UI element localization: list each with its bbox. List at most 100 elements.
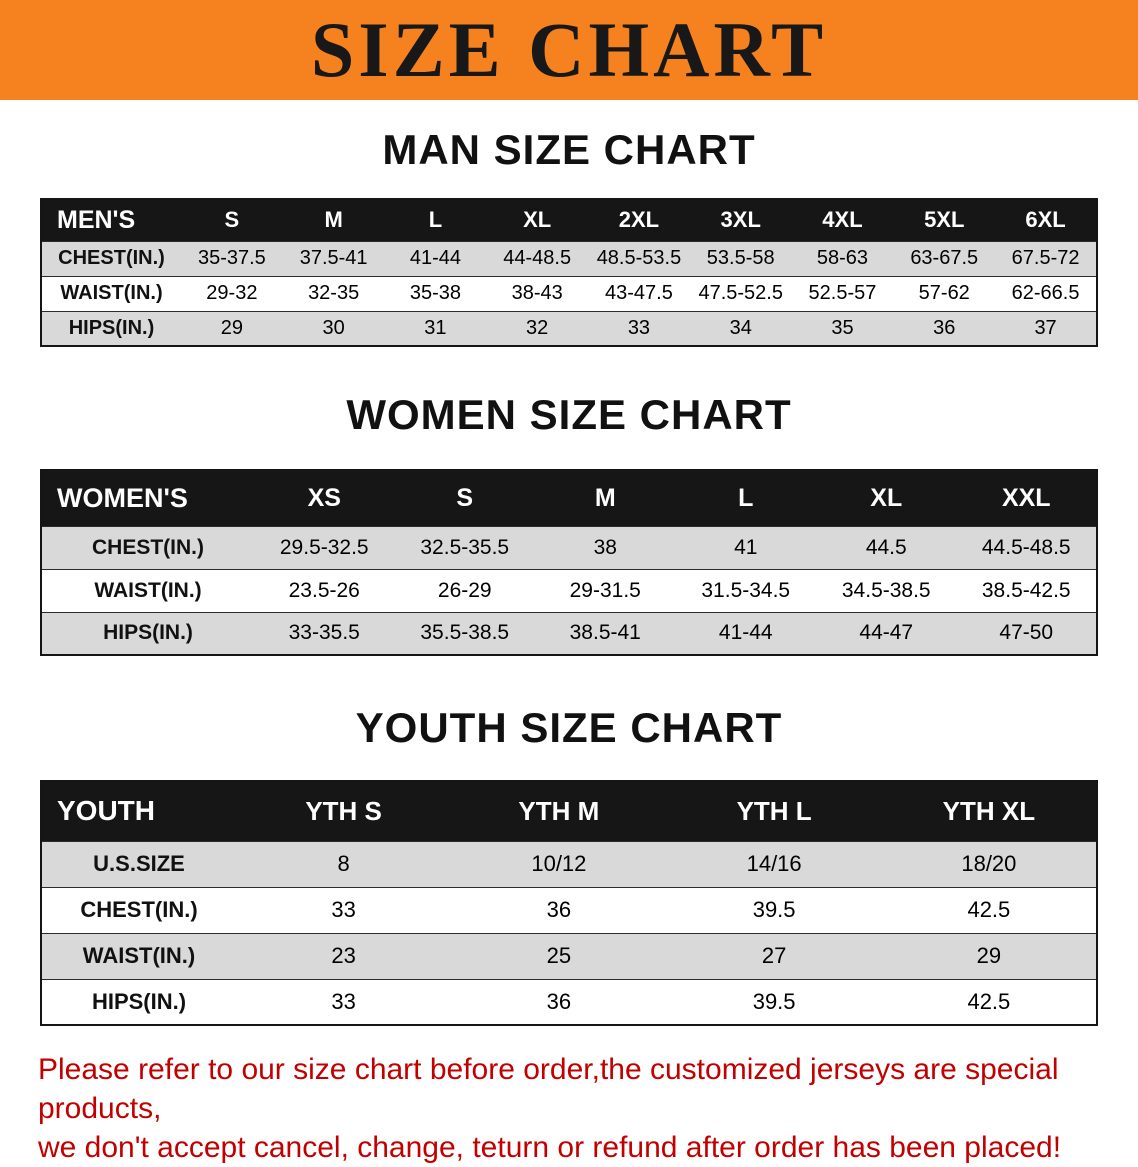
table-cell: 39.5: [666, 886, 882, 933]
women-size-table: WOMEN'S XS S M L XL XXL CHEST(IN.) 29.5-32.5 32.5…: [40, 469, 1098, 656]
youth-chart-heading: YOUTH SIZE CHART: [355, 704, 783, 751]
row-label: HIPS(IN.): [41, 310, 181, 346]
column-header: 5XL: [893, 199, 996, 241]
table-row: HIPS(IN.) 33 36 39.5 42.5: [41, 978, 1097, 1025]
column-header: 4XL: [791, 199, 894, 241]
table-cell: 32-35: [282, 275, 385, 311]
column-header: 2XL: [588, 199, 690, 241]
column-header: XL: [816, 470, 957, 526]
table-row: WAIST(IN.) 23 25 27 29: [41, 932, 1097, 979]
table-cell: 31.5-34.5: [675, 568, 816, 612]
table-title-cell: WOMEN'S: [41, 470, 254, 526]
row-label: U.S.SIZE: [41, 840, 236, 887]
row-label: WAIST(IN.): [41, 568, 254, 612]
table-cell: 10/12: [451, 840, 667, 887]
youth-size-table: YOUTH YTH S YTH M YTH L YTH XL U.S.SIZE 8 10/12…: [40, 780, 1098, 1026]
row-label: CHEST(IN.): [41, 240, 181, 276]
table-cell: 44-48.5: [486, 240, 589, 276]
table-cell: 67.5-72: [995, 240, 1097, 276]
table-cell: 63-67.5: [893, 240, 996, 276]
table-cell: 35.5-38.5: [394, 611, 535, 655]
table-cell: 44.5-48.5: [956, 525, 1097, 569]
table-cell: 38.5-42.5: [956, 568, 1097, 612]
table-cell: 42.5: [881, 886, 1097, 933]
column-header: 3XL: [689, 199, 792, 241]
table-cell: 38.5-41: [535, 611, 676, 655]
table-cell: 41-44: [384, 240, 487, 276]
column-header: M: [535, 470, 676, 526]
table-cell: 41: [675, 525, 816, 569]
header-row: MEN'S S M L XL 2XL 3XL 4XL 5XL 6XL: [41, 199, 1097, 241]
column-header: S: [181, 199, 283, 241]
header-row: WOMEN'S XS S M L XL XXL: [41, 470, 1097, 526]
column-header: YTH S: [236, 781, 452, 841]
table-title-cell: MEN'S: [41, 199, 181, 241]
header-row: YOUTH YTH S YTH M YTH L YTH XL: [41, 781, 1097, 841]
table-cell: 29: [181, 310, 283, 346]
disclaimer-line-1: Please refer to our size chart before or…: [38, 1053, 1059, 1125]
table-cell: 35-37.5: [181, 240, 283, 276]
table-cell: 32: [486, 310, 589, 346]
table-cell: 29: [881, 932, 1097, 979]
column-header: S: [394, 470, 535, 526]
table-cell: 47.5-52.5: [689, 275, 792, 311]
column-header: YTH L: [666, 781, 882, 841]
women-chart-heading: WOMEN SIZE CHART: [346, 391, 792, 438]
table-cell: 23.5-26: [254, 568, 395, 612]
table-cell: 38-43: [486, 275, 589, 311]
row-label: HIPS(IN.): [41, 611, 254, 655]
table-cell: 36: [451, 978, 667, 1025]
table-cell: 29-31.5: [535, 568, 676, 612]
table-cell: 37.5-41: [282, 240, 385, 276]
table-row: HIPS(IN.) 33-35.5 35.5-38.5 38.5-41 41-44 44-…: [41, 611, 1097, 655]
table-cell: 14/16: [666, 840, 882, 887]
disclaimer-text: Please refer to our size chart before or…: [0, 1050, 1138, 1167]
table-cell: 33: [236, 978, 452, 1025]
table-cell: 52.5-57: [791, 275, 894, 311]
row-label: WAIST(IN.): [41, 932, 236, 979]
column-header: L: [675, 470, 816, 526]
table-cell: 37: [995, 310, 1097, 346]
table-cell: 31: [384, 310, 487, 346]
row-label: WAIST(IN.): [41, 275, 181, 311]
banner-title: SIZE CHART: [310, 6, 828, 93]
column-header: YTH XL: [881, 781, 1097, 841]
table-row: HIPS(IN.) 29 30 31 32 33 34 35 36 37: [41, 310, 1097, 346]
table-cell: 41-44: [675, 611, 816, 655]
disclaimer-line-2: we don't accept cancel, change, teturn o…: [38, 1131, 1062, 1164]
row-label: CHEST(IN.): [41, 886, 236, 933]
table-cell: 35: [791, 310, 894, 346]
table-cell: 48.5-53.5: [588, 240, 690, 276]
table-row: CHEST(IN.) 33 36 39.5 42.5: [41, 886, 1097, 933]
table-row: WAIST(IN.) 29-32 32-35 35-38 38-43 43-47.5 47.…: [41, 275, 1097, 311]
table-cell: 47-50: [956, 611, 1097, 655]
table-cell: 38: [535, 525, 676, 569]
column-header: XXL: [956, 470, 1097, 526]
table-cell: 29.5-32.5: [254, 525, 395, 569]
column-header: YTH M: [451, 781, 667, 841]
table-cell: 42.5: [881, 978, 1097, 1025]
table-cell: 34.5-38.5: [816, 568, 957, 612]
table-cell: 26-29: [394, 568, 535, 612]
table-cell: 34: [689, 310, 792, 346]
column-header: L: [384, 199, 487, 241]
table-cell: 29-32: [181, 275, 283, 311]
table-row: U.S.SIZE 8 10/12 14/16 18/20: [41, 840, 1097, 887]
table-cell: 36: [451, 886, 667, 933]
table-cell: 58-63: [791, 240, 894, 276]
column-header: M: [282, 199, 385, 241]
table-cell: 44-47: [816, 611, 957, 655]
table-cell: 35-38: [384, 275, 487, 311]
men-size-table: MEN'S S M L XL 2XL 3XL 4XL 5XL 6XL CHEST(IN.) 35-37…: [40, 198, 1098, 347]
table-cell: 53.5-58: [689, 240, 792, 276]
column-header: XS: [254, 470, 395, 526]
table-cell: 32.5-35.5: [394, 525, 535, 569]
table-cell: 33: [236, 886, 452, 933]
table-cell: 18/20: [881, 840, 1097, 887]
table-cell: 33-35.5: [254, 611, 395, 655]
table-cell: 36: [893, 310, 996, 346]
table-cell: 30: [282, 310, 385, 346]
column-header: 6XL: [995, 199, 1097, 241]
table-cell: 23: [236, 932, 452, 979]
table-cell: 25: [451, 932, 667, 979]
